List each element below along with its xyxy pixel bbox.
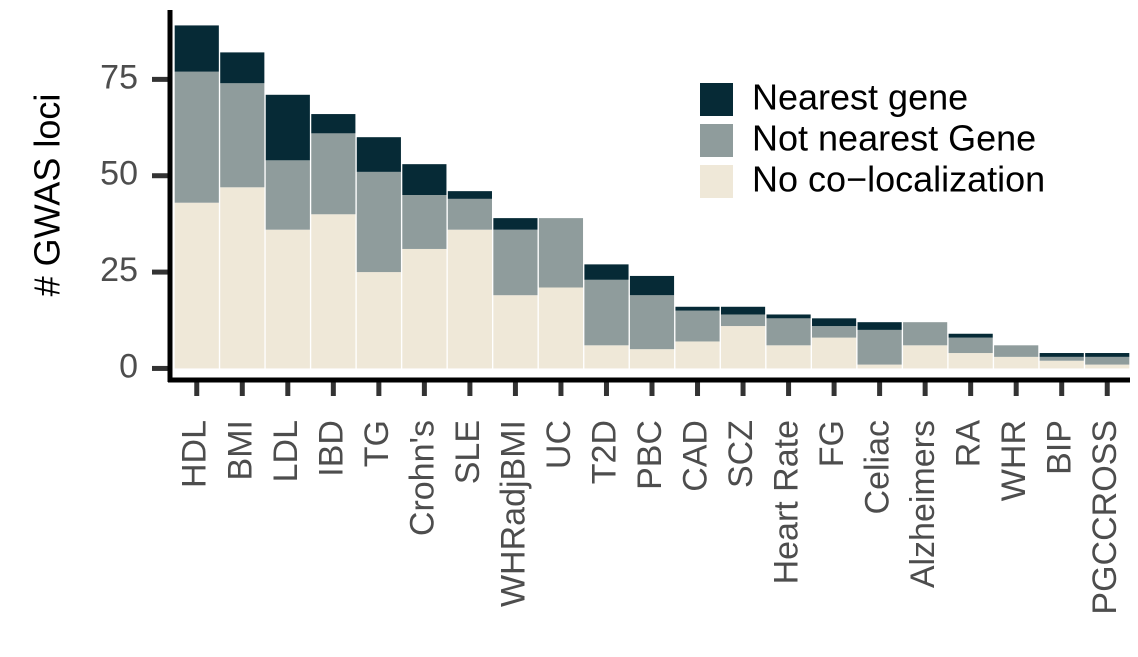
y-tick-label: 75 — [100, 58, 138, 96]
bar-segment — [629, 349, 675, 369]
bar-segment — [675, 306, 720, 311]
bar-segment — [1085, 356, 1130, 365]
bar-segment — [766, 318, 811, 346]
bar-segment — [447, 198, 492, 230]
x-tick-label: TG — [358, 420, 396, 467]
bar-segment — [356, 171, 401, 273]
bar-segment — [447, 191, 492, 199]
bar-segment — [948, 337, 993, 354]
bar-segment — [857, 322, 902, 330]
bar-segment — [766, 345, 811, 369]
bar-segment — [948, 353, 993, 369]
bar-segment — [402, 164, 447, 195]
bar-segment — [538, 218, 584, 288]
bar-segment — [994, 356, 1039, 369]
y-tick-label: 0 — [119, 347, 138, 385]
x-tick-label: PBC — [631, 420, 669, 490]
legend-label: Not nearest Gene — [752, 118, 1036, 159]
bar-segment — [629, 275, 675, 296]
bar-segment — [675, 310, 720, 342]
bar-segment — [311, 114, 356, 134]
bar-segment — [220, 187, 265, 369]
bar-segment — [311, 133, 356, 215]
x-tick-label: SLE — [449, 420, 487, 484]
bar-segment — [493, 229, 538, 296]
bar-segment — [174, 71, 219, 203]
x-tick-label: T2D — [585, 420, 623, 484]
bar-segment — [812, 318, 857, 327]
legend-label: No co−localization — [752, 159, 1045, 200]
bar-segment — [857, 329, 902, 365]
x-tick-label: Celiac — [859, 420, 897, 514]
bar-segment — [265, 94, 310, 161]
y-tick-label: 25 — [100, 251, 138, 289]
legend-swatch — [700, 165, 733, 198]
bar-segment — [1085, 364, 1130, 369]
bar-segment — [174, 25, 219, 72]
bar-segment — [903, 322, 948, 346]
x-tick-label: RA — [950, 420, 988, 468]
bar-segment — [538, 287, 584, 369]
bar-segment — [720, 326, 766, 369]
bar-segment — [720, 306, 766, 315]
bar-segment — [857, 364, 902, 369]
bar-segment — [584, 345, 629, 369]
bar-segment — [311, 214, 356, 369]
x-tick-label: FG — [813, 420, 851, 467]
bar-segment — [766, 314, 811, 319]
bar-segment — [584, 264, 629, 280]
bar-segment — [584, 279, 629, 346]
bar-segment — [675, 341, 720, 369]
bar-segment — [994, 345, 1039, 357]
x-tick-label: WHRadjBMI — [494, 420, 532, 607]
bar-segment — [265, 160, 310, 230]
x-tick-label: LDL — [267, 420, 305, 482]
y-axis-label: # GWAS loci — [27, 94, 68, 297]
bar-segment — [402, 195, 447, 249]
x-tick-label: CAD — [677, 420, 715, 492]
x-tick-label: Alzheimers — [904, 420, 942, 588]
x-tick-label: WHR — [995, 420, 1033, 501]
x-tick-label: BIP — [1041, 420, 1079, 475]
x-tick-label: SCZ — [722, 420, 760, 488]
x-tick-label: HDL — [176, 420, 214, 488]
bar-segment — [356, 272, 401, 369]
x-tick-label: Crohn's — [403, 420, 441, 536]
legend-swatch — [700, 124, 733, 157]
bar-segment — [948, 333, 993, 338]
bar-segment — [402, 248, 447, 369]
x-tick-label: Heart Rate — [768, 420, 806, 584]
bar-segment — [812, 337, 857, 369]
bar-segment — [903, 345, 948, 369]
bar-segment — [1085, 353, 1130, 357]
bar-segment — [493, 218, 538, 230]
bar-segment — [220, 83, 265, 188]
bar-segment — [720, 314, 766, 327]
x-tick-label: UC — [540, 420, 578, 469]
x-tick-label: BMI — [221, 420, 259, 480]
bar-segment — [447, 229, 492, 369]
x-tick-label: IBD — [312, 420, 350, 477]
bar-segment — [1039, 353, 1084, 357]
legend-swatch — [700, 83, 733, 116]
bar-segment — [812, 326, 857, 338]
bar-segment — [629, 295, 675, 350]
bar-segment — [493, 295, 538, 369]
x-tick-label: PGCCROSS — [1086, 420, 1124, 615]
bar-segment — [174, 202, 219, 369]
legend-label: Nearest gene — [752, 77, 968, 118]
bar-segment — [220, 52, 265, 84]
bar-segment — [1039, 360, 1084, 369]
y-tick-label: 50 — [100, 155, 138, 193]
bar-segment — [356, 137, 401, 172]
bar-segment — [1039, 356, 1084, 361]
bar-segment — [265, 229, 310, 369]
